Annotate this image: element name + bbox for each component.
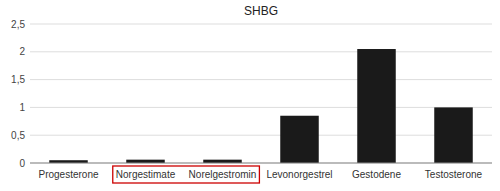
x-tick-label: Gestodene	[352, 169, 401, 180]
grid-line	[30, 79, 492, 80]
grid-line	[30, 24, 492, 25]
x-axis	[30, 163, 492, 164]
grid-line	[30, 163, 492, 164]
bars	[49, 49, 473, 163]
chart-container: SHBG 0 0,5 1 1,5 2 2,5 Progesterone Norgestimate…	[0, 0, 500, 191]
grid-line	[30, 51, 492, 52]
chart: SHBG 0 0,5 1 1,5 2 2,5 Progesterone Norgestimate…	[0, 0, 500, 191]
y-tick-label: 1,5	[11, 74, 25, 85]
y-tick-label: 0	[19, 158, 25, 169]
x-tick-label: Levonorgestrel	[266, 169, 332, 180]
bar	[126, 160, 165, 163]
title: SHBG	[244, 4, 278, 18]
x-tick-label: Progesterone	[38, 169, 98, 180]
highlight-box	[113, 166, 260, 183]
x-tick-label: Testosterone	[425, 169, 483, 180]
x-tick-label: Norelgestromin	[189, 169, 257, 180]
bar	[434, 107, 473, 163]
y-tick-label: 2,5	[11, 19, 25, 30]
grid-line	[30, 107, 492, 108]
bar	[203, 160, 242, 163]
x-tick-label: Norgestimate	[116, 169, 176, 180]
y-tick-label: 1	[19, 102, 25, 113]
y-tick-label: 0,5	[11, 130, 25, 141]
bar	[280, 116, 319, 163]
y-tick-label: 2	[19, 46, 25, 57]
bar	[357, 49, 396, 163]
grid-line	[30, 135, 492, 136]
